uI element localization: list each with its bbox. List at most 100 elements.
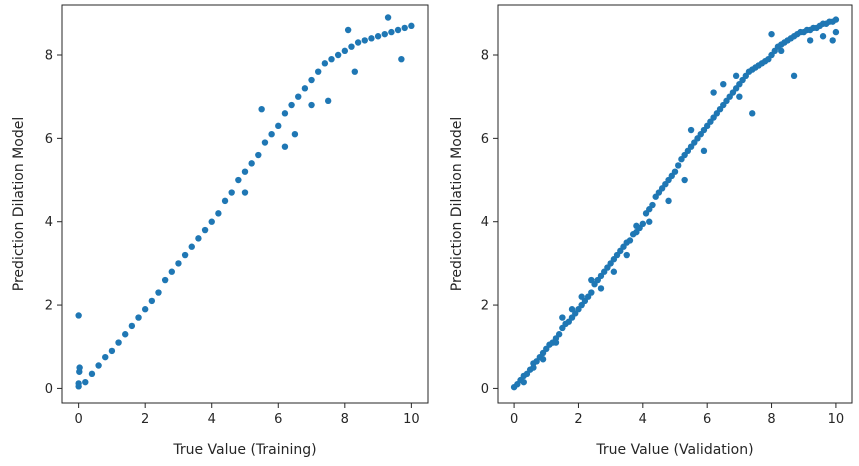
training-data-point <box>401 24 408 32</box>
training-x-tick-label: 8 <box>341 412 349 427</box>
validation-x-axis-label: True Value (Validation) <box>595 442 753 458</box>
training-data-point <box>324 97 332 105</box>
training-data-point <box>394 26 402 34</box>
validation-data-point <box>649 201 656 209</box>
training-data-point <box>275 122 282 130</box>
training-data-point <box>241 168 249 175</box>
training-y-tick-label: 8 <box>45 49 53 64</box>
training-data-point <box>308 76 315 84</box>
validation-x-tick-label: 6 <box>703 412 711 427</box>
training-data-point <box>268 130 275 138</box>
training-data-point <box>221 197 229 205</box>
training-data-point <box>384 14 392 21</box>
validation-data-point <box>806 37 814 44</box>
validation-y-tick-label: 8 <box>481 49 489 64</box>
validation-y-tick-label: 6 <box>481 132 489 147</box>
validation-data-point <box>633 222 640 230</box>
validation-data-point <box>720 80 727 88</box>
training-data-point <box>348 43 355 50</box>
training-data-point <box>148 297 156 305</box>
validation-data-point <box>710 89 717 96</box>
training-x-axis-label: True Value (Training) <box>172 442 316 458</box>
validation-data-point <box>568 306 576 313</box>
training-data-point <box>281 143 289 150</box>
validation-x-tick-label: 4 <box>639 412 647 427</box>
training-data-point <box>374 33 382 40</box>
training-x-tick-label: 10 <box>403 412 420 427</box>
validation-x-tick-label: 2 <box>574 412 582 427</box>
training-y-tick-label: 6 <box>45 132 53 147</box>
training-x-ticks: 0 2 4 6 8 10 <box>74 403 420 427</box>
validation-data-point <box>819 33 827 40</box>
validation-data-point <box>588 276 595 284</box>
validation-data-point <box>671 168 679 175</box>
validation-data-point <box>768 30 775 38</box>
training-data-point <box>248 160 255 167</box>
validation-x-tick-label: 10 <box>828 412 845 427</box>
training-data-point <box>241 189 249 196</box>
validation-data-point <box>681 176 688 184</box>
training-data-point <box>351 68 358 75</box>
training-data-point <box>102 353 109 361</box>
validation-x-tick-label: 8 <box>767 412 775 427</box>
training-data-point <box>75 380 82 387</box>
training-data-point <box>361 37 368 44</box>
validation-data-point <box>790 72 798 80</box>
training-data-point <box>122 331 129 338</box>
training-data-point <box>308 101 315 109</box>
training-data-point <box>408 22 415 30</box>
training-y-tick-label: 2 <box>45 299 53 314</box>
training-x-tick-label: 0 <box>74 412 82 427</box>
validation-data-point <box>778 47 785 55</box>
validation-data-point <box>539 356 547 363</box>
validation-data-point <box>749 110 756 117</box>
validation-y-ticks: 0 2 4 6 8 <box>481 49 498 397</box>
training-data-point <box>255 151 262 159</box>
validation-data-point <box>559 314 566 321</box>
validation-data-point <box>646 218 653 225</box>
training-data-point <box>258 105 265 113</box>
training-data-point <box>344 26 352 34</box>
training-data-point <box>215 210 222 217</box>
validation-data-point <box>626 237 634 244</box>
training-scatter-panel: 0 2 4 6 8 10 0 2 4 6 8 True Value (Training) Pred… <box>11 4 429 458</box>
validation-data-point <box>736 93 743 100</box>
training-x-tick-label: 6 <box>274 412 282 427</box>
validation-data-point <box>732 72 740 80</box>
training-data-point <box>315 68 322 75</box>
training-data-point <box>115 339 122 346</box>
training-x-tick-label: 2 <box>141 412 149 427</box>
training-data-point <box>76 364 83 371</box>
validation-data-point <box>687 126 695 134</box>
validation-data-point <box>578 293 585 300</box>
training-data-point <box>228 189 235 196</box>
training-data-point <box>188 243 195 250</box>
training-data-point <box>334 51 342 59</box>
training-points <box>75 14 415 390</box>
training-data-point <box>381 30 388 38</box>
training-plot-area <box>61 4 429 404</box>
validation-data-point <box>639 220 647 227</box>
training-data-point <box>328 55 335 63</box>
validation-data-point <box>829 37 836 44</box>
validation-data-point <box>832 28 840 36</box>
training-data-point <box>75 312 82 319</box>
validation-data-point <box>665 197 672 205</box>
training-data-point <box>168 268 175 275</box>
training-data-point <box>368 35 375 42</box>
training-data-point <box>175 260 182 267</box>
validation-data-point <box>623 251 630 259</box>
training-data-point <box>301 85 309 92</box>
validation-data-point <box>552 339 560 346</box>
training-data-point <box>82 378 89 386</box>
training-data-point <box>155 289 162 296</box>
training-data-point <box>398 55 405 63</box>
training-data-point <box>295 93 302 100</box>
validation-data-point <box>555 331 563 338</box>
training-data-point <box>321 60 329 67</box>
validation-data-point <box>700 147 708 155</box>
training-data-point <box>281 110 289 117</box>
training-data-point <box>128 322 136 330</box>
validation-y-tick-label: 4 <box>481 215 489 230</box>
